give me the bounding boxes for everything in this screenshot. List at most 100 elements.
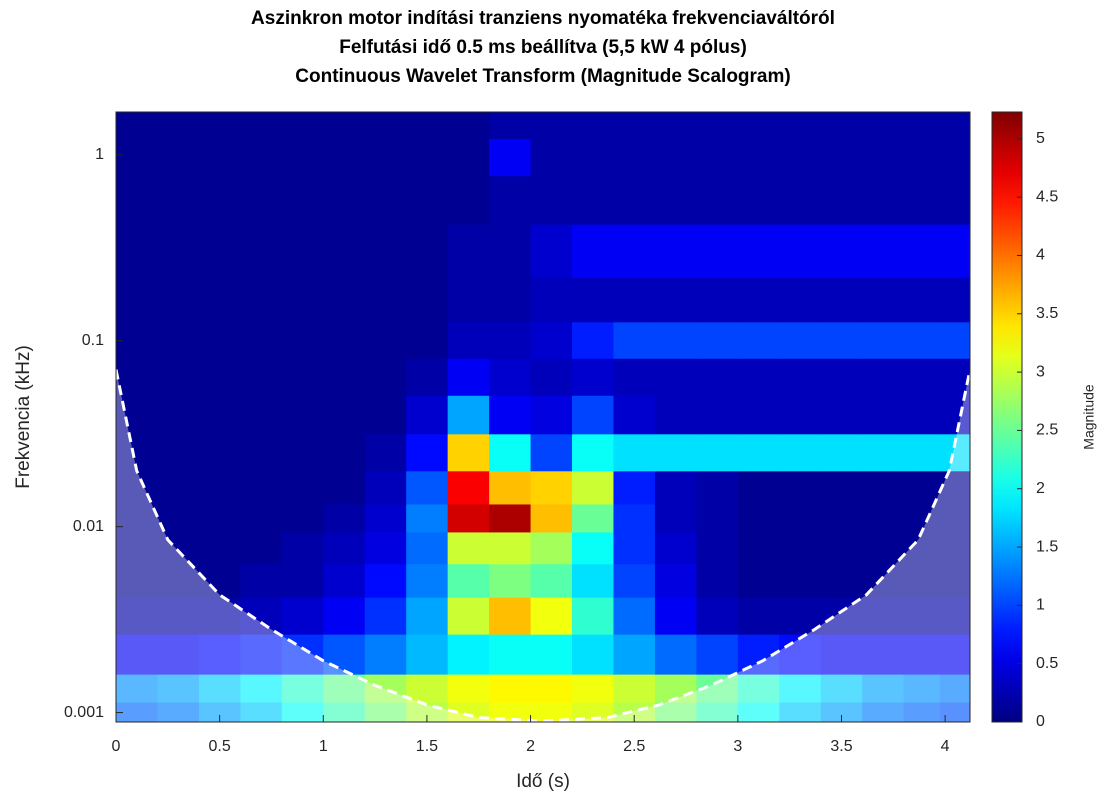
heatmap-cell <box>530 224 573 279</box>
heatmap-cell <box>903 433 941 472</box>
heatmap-cell <box>572 503 615 533</box>
heatmap-cell <box>157 503 200 533</box>
x-tick-label: 3 <box>733 738 742 755</box>
heatmap-cell <box>281 433 324 472</box>
heatmap-cell <box>116 597 159 635</box>
heatmap-cell <box>406 470 449 505</box>
x-tick-label: 2.5 <box>623 738 645 755</box>
heatmap-cell <box>862 634 905 675</box>
heatmap-cell <box>323 531 366 565</box>
heatmap-cell <box>240 563 283 598</box>
heatmap-cell <box>157 395 200 435</box>
heatmap-cell <box>323 395 366 435</box>
heatmap-cell <box>116 634 159 675</box>
colorbar-tick-label: 1 <box>1036 597 1045 614</box>
heatmap-cell <box>903 175 941 225</box>
heatmap-cell <box>198 321 241 359</box>
heatmap-cell <box>572 175 615 225</box>
heatmap-cell <box>323 224 366 279</box>
heatmap-cell <box>198 634 241 675</box>
heatmap-cell <box>903 321 941 359</box>
heatmap-cell <box>820 224 863 279</box>
heatmap-cell <box>489 563 532 598</box>
heatmap-cell <box>903 395 941 435</box>
y-tick-label: 0.001 <box>64 704 104 721</box>
heatmap-cell <box>364 395 407 435</box>
heatmap-cell <box>116 277 159 323</box>
heatmap-cell <box>157 224 200 279</box>
heatmap-cell <box>198 597 241 635</box>
heatmap-cell <box>654 395 697 435</box>
heatmap-cell <box>572 321 615 359</box>
heatmap-cell <box>939 503 970 533</box>
heatmap-cell <box>116 563 159 598</box>
heatmap-cell <box>654 224 697 279</box>
heatmap-cell <box>406 531 449 565</box>
colorbar-tick-label: 2 <box>1036 480 1045 497</box>
heatmap-cell <box>572 597 615 635</box>
heatmap-cell <box>406 634 449 675</box>
cone-of-influence <box>116 369 970 722</box>
y-tick-label: 0.01 <box>73 518 104 535</box>
heatmap-cell <box>157 433 200 472</box>
heatmap-cell <box>654 597 697 635</box>
heatmap-cell <box>530 175 573 225</box>
heatmap-cell <box>530 321 573 359</box>
heatmap-cell <box>406 277 449 323</box>
heatmap-cell <box>489 433 532 472</box>
heatmap-cell <box>157 277 200 323</box>
heatmap-cell <box>613 634 656 675</box>
heatmap-cell <box>281 701 324 722</box>
heatmap-cell <box>198 470 241 505</box>
heatmap-cell <box>323 597 366 635</box>
heatmap-cell <box>489 138 532 177</box>
heatmap-cell <box>779 277 822 323</box>
heatmap-cell <box>939 321 970 359</box>
colorbar-tick-label: 4.5 <box>1036 188 1058 205</box>
x-tick-label: 2 <box>526 738 535 755</box>
heatmap-cell <box>198 138 241 177</box>
heatmap-cell <box>530 470 573 505</box>
heatmap-cell <box>939 277 970 323</box>
heatmap-cell <box>654 321 697 359</box>
chart-subtitle: Felfutási idő 0.5 ms beállítva (5,5 kW 4… <box>339 37 747 58</box>
heatmap-cell <box>862 395 905 435</box>
heatmap-cell <box>281 597 324 635</box>
heatmap-cell <box>820 503 863 533</box>
heatmap-cell <box>530 395 573 435</box>
heatmap-cell <box>323 358 366 396</box>
heatmap-cell <box>903 470 941 505</box>
heatmap-cell <box>364 358 407 396</box>
heatmap-cell <box>406 563 449 598</box>
heatmap-cell <box>939 175 970 225</box>
heatmap-cell <box>281 674 324 703</box>
heatmap-cell <box>116 674 159 703</box>
heatmap-cell <box>116 321 159 359</box>
plot-frame <box>115 111 971 723</box>
heatmap-cell <box>447 634 490 675</box>
heatmap-cell <box>862 470 905 505</box>
heatmap-cell <box>364 563 407 598</box>
heatmap-cell <box>489 597 532 635</box>
heatmap-cell <box>654 277 697 323</box>
heatmap-cell <box>696 433 739 472</box>
heatmap-cell <box>737 224 780 279</box>
heatmap-cell <box>323 112 366 140</box>
heatmap-cell <box>903 224 941 279</box>
heatmap-cell <box>613 277 656 323</box>
heatmap-cell <box>696 321 739 359</box>
heatmap-cell <box>447 597 490 635</box>
heatmap-cell <box>364 531 407 565</box>
heatmap-cell <box>489 224 532 279</box>
heatmap-cell <box>613 224 656 279</box>
heatmap-cell <box>613 395 656 435</box>
heatmap-cell <box>116 503 159 533</box>
heatmap-cell <box>364 701 407 722</box>
heatmap-cell <box>737 597 780 635</box>
heatmap-cell <box>613 597 656 635</box>
heatmap-cell <box>903 277 941 323</box>
axes: 0 0.5 1 1.5 2 2.5 3 3.5 4 0.001 0.01 0.1 1 0 0.5 1 1.5 2 2… <box>64 111 1058 755</box>
heatmap-cell <box>240 701 283 722</box>
heatmap-cell <box>281 112 324 140</box>
x-tick-label: 0.5 <box>209 738 231 755</box>
